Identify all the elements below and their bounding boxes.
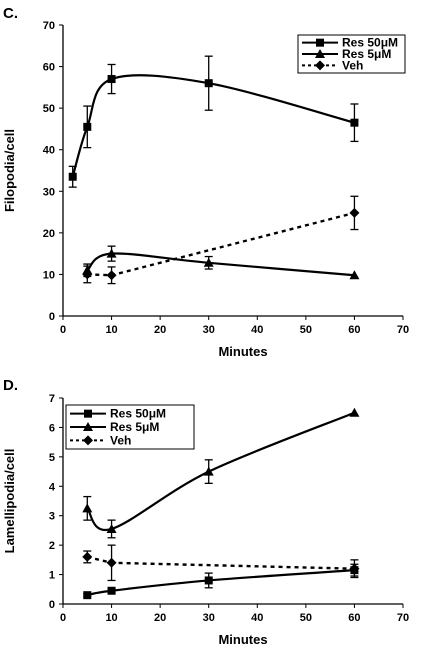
series-1 [68, 55, 359, 188]
series-2 [82, 407, 360, 539]
data-point [82, 551, 93, 562]
x-tick-label: 50 [300, 612, 312, 624]
y-tick-label: 0 [49, 311, 55, 323]
y-axis-label: Filopodia/cell [2, 129, 17, 212]
legend-label: Res 50μM [110, 407, 166, 421]
x-tick-label: 40 [251, 324, 263, 336]
data-point [349, 407, 360, 417]
data-point [106, 248, 117, 258]
x-tick-label: 0 [60, 324, 66, 336]
series-line [87, 555, 355, 570]
y-tick-label: 3 [49, 511, 55, 523]
data-point [68, 172, 77, 181]
y-tick-label: 7 [49, 393, 55, 405]
data-point [349, 270, 360, 280]
legend-marker [83, 435, 93, 446]
chart-filopodia: C. 0 10 20 30 40 50 60 70 0 10 20 30 40 50 60 70 Minutes F… [2, 5, 409, 359]
data-point [203, 257, 214, 267]
y-tick-label: 70 [43, 20, 55, 32]
data-point [82, 269, 93, 280]
series-line [87, 211, 355, 277]
legend-marker [315, 60, 325, 71]
series-2 [82, 245, 360, 280]
y-tick-label: 2 [49, 540, 55, 552]
x-tick-label: 60 [348, 612, 360, 624]
data-point [82, 503, 93, 513]
y-tick-label: 20 [43, 228, 55, 240]
series-3 [82, 544, 360, 582]
data-point [204, 576, 213, 585]
legend-marker [315, 49, 325, 58]
x-tick-label: 40 [251, 612, 263, 624]
y-tick-label: 0 [49, 599, 55, 611]
panel-label: C. [3, 5, 18, 22]
series-1 [83, 563, 359, 600]
y-tick-label: 40 [43, 145, 55, 157]
data-point [349, 563, 360, 574]
x-tick-label: 50 [300, 324, 312, 336]
legend-label: Res 5μM [110, 420, 159, 434]
y-tick-label: 10 [43, 269, 55, 281]
legend-marker [316, 38, 324, 47]
data-point [106, 523, 117, 533]
series-3 [82, 195, 360, 285]
data-point [106, 557, 117, 568]
y-tick-label: 5 [49, 452, 55, 464]
series-line [86, 411, 355, 532]
series-line [71, 74, 355, 178]
x-tick-label: 20 [154, 324, 166, 336]
data-point [83, 591, 92, 600]
x-axis-label: Minutes [218, 632, 267, 647]
data-point [107, 586, 116, 595]
x-tick-label: 0 [60, 612, 66, 624]
x-tick-label: 70 [397, 612, 409, 624]
panel-label: D. [3, 377, 18, 394]
x-tick-label: 30 [203, 324, 215, 336]
x-axis-label: Minutes [218, 344, 267, 359]
x-tick-label: 10 [105, 612, 117, 624]
data-point [204, 79, 213, 88]
y-tick-label: 1 [49, 570, 55, 582]
data-point [349, 207, 360, 218]
data-point [350, 118, 359, 127]
legend-marker [83, 422, 93, 431]
y-tick-label: 6 [49, 422, 55, 434]
legend-label: Veh [342, 58, 363, 72]
y-tick-label: 30 [43, 186, 55, 198]
x-tick-label: 20 [154, 612, 166, 624]
chart-lamellipodia: D. 0 10 20 30 40 50 60 70 0 1 2 3 4 5 6 7 Minutes Lamellip… [2, 377, 409, 647]
data-point [106, 270, 117, 281]
series-line [86, 252, 355, 277]
x-tick-label: 70 [397, 324, 409, 336]
data-point [83, 122, 92, 131]
series-line [87, 569, 355, 597]
legend-label: Res 50μM [342, 36, 398, 50]
x-tick-label: 60 [348, 324, 360, 336]
y-tick-label: 60 [43, 62, 55, 74]
x-tick-label: 10 [105, 324, 117, 336]
y-axis-label: Lamellipodia/cell [2, 449, 17, 554]
legend-label: Veh [110, 433, 131, 447]
x-tick-label: 30 [203, 612, 215, 624]
legend-label: Res 5μM [342, 47, 391, 61]
data-point [203, 466, 214, 476]
y-tick-label: 50 [43, 103, 55, 115]
y-tick-label: 4 [49, 481, 56, 493]
data-point [107, 75, 116, 84]
legend-marker [84, 409, 92, 418]
